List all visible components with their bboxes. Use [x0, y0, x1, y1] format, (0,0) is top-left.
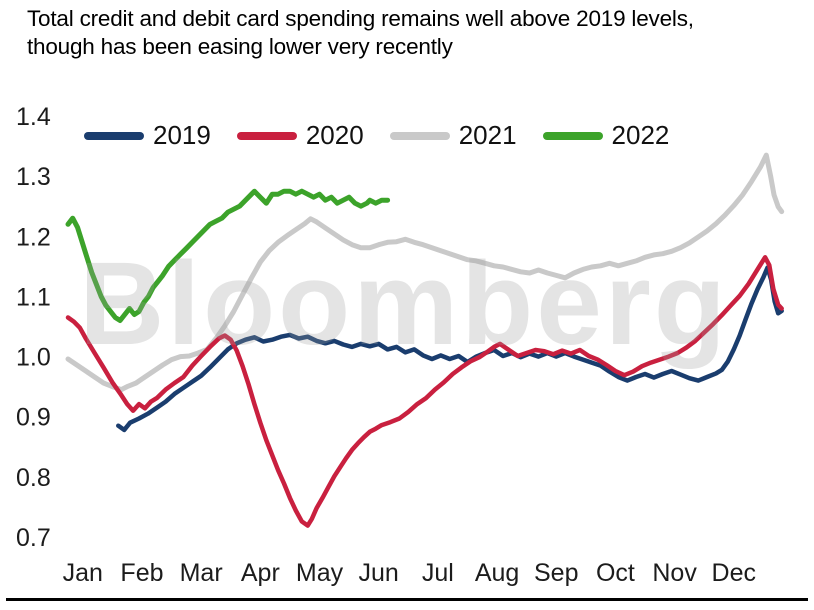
y-axis-tick-label: 1.1 — [16, 283, 51, 311]
legend-item-2019: 2019 — [84, 120, 211, 151]
x-axis-tick-label: Jul — [422, 559, 454, 587]
legend-label-2019: 2019 — [153, 120, 211, 150]
subtitle-line-1: Total credit and debit card spending rem… — [27, 6, 694, 31]
series-line-2021 — [65, 152, 785, 393]
y-axis-tick-label: 0.9 — [16, 404, 51, 432]
legend-item-2020: 2020 — [236, 120, 364, 151]
x-axis-tick-label: Dec — [712, 559, 756, 587]
chart-legend: 2019 2020 2021 2022 — [84, 120, 669, 151]
legend-label-2022: 2022 — [611, 120, 670, 150]
legend-item-2021: 2021 — [389, 120, 517, 151]
chart-subtitle: Total credit and debit card spending rem… — [27, 5, 694, 61]
legend-swatch-2019 — [84, 131, 144, 140]
legend-swatch-2021 — [389, 131, 450, 140]
legend-item-2022: 2022 — [542, 120, 670, 151]
x-axis-tick-label: Mar — [180, 559, 223, 587]
x-axis-tick-label: Jun — [359, 559, 399, 587]
x-axis-tick-label: Apr — [241, 559, 280, 587]
bloomberg-watermark: Bloomberg — [79, 238, 729, 370]
y-axis-tick-label: 0.8 — [16, 464, 51, 492]
y-axis-tick-label: 1.4 — [16, 103, 51, 131]
x-axis-tick-label: Sep — [534, 559, 578, 587]
series-line-2020 — [65, 255, 784, 528]
footer-divider — [6, 598, 808, 601]
y-axis-tick-label: 1.0 — [16, 344, 51, 372]
x-axis-tick-label: Jan — [63, 559, 103, 587]
legend-label-2021: 2021 — [458, 120, 517, 150]
y-axis-tick-label: 1.3 — [16, 163, 51, 191]
subtitle-line-2: though has been easing lower very recent… — [27, 34, 453, 59]
x-axis-tick-label: Nov — [652, 559, 697, 587]
x-axis-tick-label: Feb — [120, 559, 163, 587]
legend-swatch-2020 — [236, 131, 297, 140]
y-axis-tick-label: 1.2 — [16, 223, 51, 251]
legend-swatch-2022 — [542, 131, 603, 140]
y-axis-tick-label: 0.7 — [16, 524, 51, 552]
x-axis-tick-label: May — [296, 559, 344, 587]
x-axis-tick-label: Aug — [475, 559, 519, 587]
series-line-2022 — [65, 188, 391, 323]
legend-label-2020: 2020 — [305, 120, 364, 150]
x-axis-tick-label: Oct — [596, 559, 635, 587]
